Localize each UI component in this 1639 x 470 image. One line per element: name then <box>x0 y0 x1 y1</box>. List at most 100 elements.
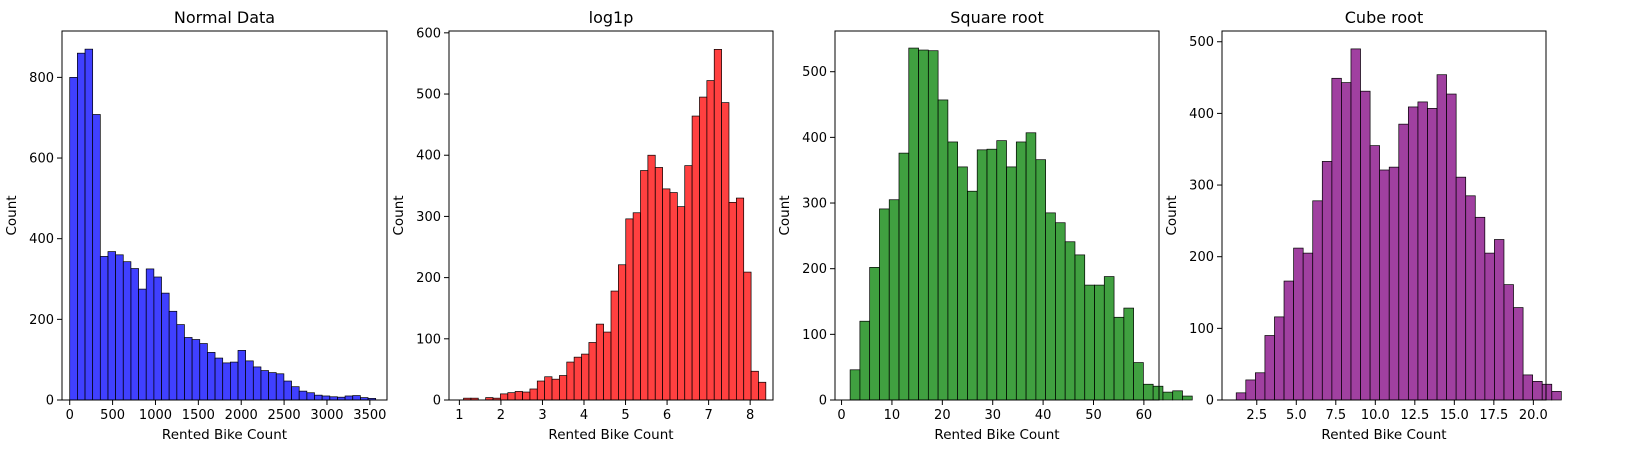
y-axis-label: Count <box>777 195 793 235</box>
histogram-bar <box>706 80 715 401</box>
histogram-bar <box>869 267 880 401</box>
histogram-bar <box>888 199 900 401</box>
histogram-bar <box>1152 385 1164 401</box>
histogram-bar <box>1133 362 1144 401</box>
histogram-bar <box>84 48 94 401</box>
histogram-bar <box>115 254 124 401</box>
histogram-bar <box>1162 391 1174 401</box>
axes-frame <box>61 30 388 401</box>
x-tick-label: 40 <box>1035 408 1052 423</box>
histogram-bar <box>344 395 354 401</box>
histogram-bar <box>298 390 308 401</box>
histogram-bar <box>908 47 919 401</box>
histogram-bar <box>153 276 162 401</box>
x-tick-label: 8 <box>746 408 754 423</box>
histogram-bar <box>1321 161 1333 401</box>
histogram-bar <box>898 152 910 401</box>
histogram-bar <box>69 77 78 401</box>
histogram-bar <box>566 361 575 401</box>
histogram-bar <box>1103 276 1115 401</box>
histogram-bar <box>1172 390 1183 401</box>
y-tick-label: 400 <box>802 131 827 146</box>
histogram-bar <box>145 268 155 401</box>
y-tick-label: 200 <box>802 262 827 277</box>
y-tick-label: 0 <box>819 394 827 409</box>
histogram-bar <box>603 331 612 401</box>
histogram-bar <box>1407 106 1419 401</box>
y-tick-label: 300 <box>416 210 441 225</box>
y-tick-label: 500 <box>416 88 441 103</box>
x-tick-label: 5.0 <box>1286 408 1307 423</box>
y-tick-label: 100 <box>1189 322 1214 337</box>
histogram-bar <box>1302 252 1314 401</box>
histogram-bars <box>463 49 767 401</box>
histogram-bar <box>1254 372 1266 401</box>
chart-title: Normal Data <box>174 8 275 27</box>
histogram-bar <box>625 218 634 401</box>
x-tick-label: 30 <box>984 408 1001 423</box>
x-tick-label: 12.5 <box>1400 408 1429 423</box>
histogram-bar <box>107 251 116 401</box>
histogram-bar <box>721 102 730 401</box>
x-tick-label: 5 <box>621 408 629 423</box>
histogram-bar <box>595 323 604 401</box>
y-tick-label: 400 <box>416 149 441 164</box>
histogram-bar <box>1503 284 1514 401</box>
y-tick-label: 300 <box>1189 179 1214 194</box>
chart-title: log1p <box>589 8 634 27</box>
histogram-bar <box>618 264 627 401</box>
histogram-bar <box>691 115 700 401</box>
histogram-bar <box>99 256 109 401</box>
histogram-bar <box>559 375 568 401</box>
chart-panel-3: 0 10 20 30 40 50 60 0 100 200 300 400 500 Square root… <box>777 8 1193 443</box>
histogram-bar <box>514 391 523 401</box>
histogram-bar <box>1094 284 1105 401</box>
x-tick-label: 10.0 <box>1361 408 1390 423</box>
x-tick-label: 1000 <box>139 408 172 423</box>
y-axis-label: Count <box>391 195 407 235</box>
histogram-bar <box>1113 316 1125 401</box>
histogram-bar <box>1494 239 1505 401</box>
histogram-bar <box>176 324 185 401</box>
histogram-bar <box>947 141 958 401</box>
x-tick-label: 20 <box>934 408 951 423</box>
histogram-bar <box>677 206 686 401</box>
histogram-bar <box>1532 381 1543 401</box>
x-axis-label: Rented Bike Count <box>548 427 673 443</box>
histogram-bar <box>669 192 678 401</box>
x-tick-label: 15.0 <box>1440 408 1469 423</box>
y-axis-label: Count <box>1164 195 1180 235</box>
histogram-bar <box>1484 252 1495 401</box>
histogram-bar <box>1474 216 1486 401</box>
histogram-bar <box>1143 383 1154 401</box>
histogram-bar <box>957 166 968 401</box>
histogram-bar <box>610 290 619 401</box>
histogram-bar <box>573 356 582 401</box>
histogram-bar <box>986 148 998 401</box>
x-tick-label: 20.0 <box>1519 408 1548 423</box>
histogram-bar <box>1398 123 1409 401</box>
histogram-bar <box>92 114 101 401</box>
histogram-bar <box>1446 93 1457 401</box>
histogram-bar <box>647 154 656 401</box>
histogram-bar <box>1025 132 1037 401</box>
histogram-bar <box>1455 176 1467 401</box>
histogram-bar <box>1436 74 1447 401</box>
histogram-bar <box>581 353 590 401</box>
y-tick-label: 200 <box>416 271 441 286</box>
x-tick-label: 500 <box>100 408 125 423</box>
y-tick-label: 100 <box>416 332 441 347</box>
histogram-bar <box>507 392 516 401</box>
histogram-bars <box>1235 48 1562 401</box>
histogram-bar <box>662 188 671 401</box>
histogram-bar <box>214 357 224 401</box>
histogram-bar <box>758 381 767 401</box>
histogram-bars <box>849 47 1193 401</box>
histogram-bar <box>306 392 315 401</box>
histogram-bar <box>1084 284 1095 401</box>
histogram-bar <box>1350 48 1361 401</box>
axes-frame <box>834 30 1160 401</box>
histogram-bar <box>291 386 300 401</box>
histogram-bar <box>529 388 538 401</box>
x-tick-label: 1 <box>455 408 463 423</box>
